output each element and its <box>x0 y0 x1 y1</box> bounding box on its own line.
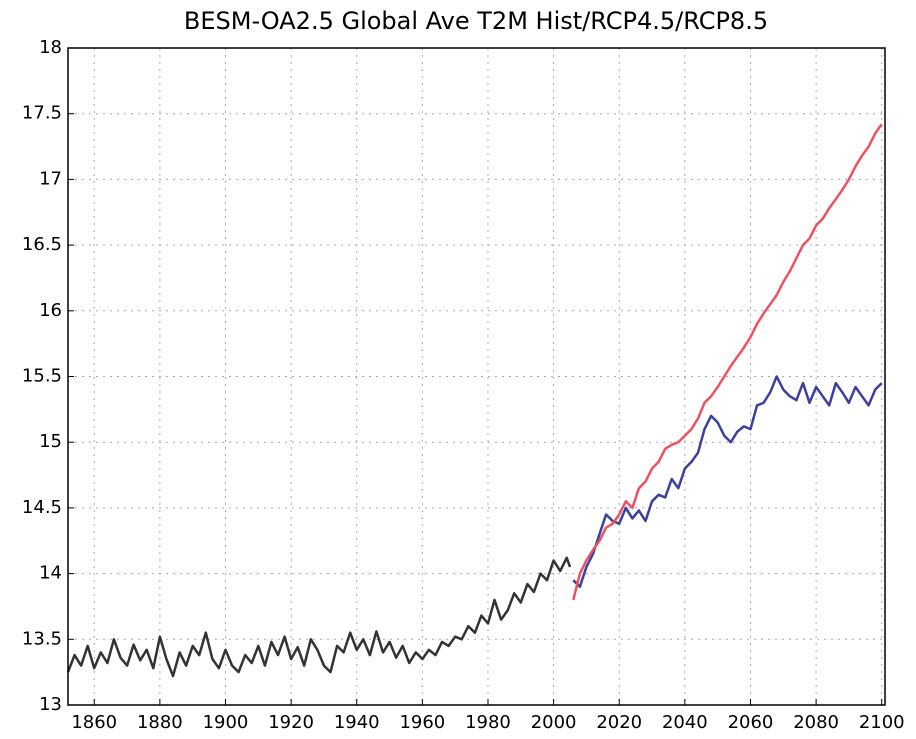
y-tick-label: 16 <box>39 300 62 321</box>
x-tick-label: 1940 <box>334 712 380 733</box>
series-line <box>66 556 572 678</box>
x-tick-label: 1920 <box>268 712 314 733</box>
y-tick-label: 13.5 <box>22 628 62 649</box>
x-tick-label: 2100 <box>859 712 905 733</box>
x-tick-label: 2060 <box>728 712 774 733</box>
x-tick-label: 1980 <box>465 712 511 733</box>
y-tick-label: 16.5 <box>22 234 62 255</box>
x-tick-label: 2020 <box>596 712 642 733</box>
series-line <box>572 375 883 588</box>
y-tick-label: 15.5 <box>22 366 62 387</box>
y-tick-label: 14.5 <box>22 497 62 518</box>
x-tick-label: 1860 <box>71 712 117 733</box>
x-tick-label: 2000 <box>531 712 577 733</box>
chart-title: BESM-OA2.5 Global Ave T2M Hist/RCP4.5/RC… <box>184 7 768 35</box>
series-line <box>572 123 883 601</box>
x-tick-label: 1880 <box>137 712 183 733</box>
y-tick-label: 17 <box>39 168 62 189</box>
x-tick-label: 1900 <box>203 712 249 733</box>
x-tick-label: 2080 <box>793 712 839 733</box>
y-tick-label: 14 <box>39 563 62 584</box>
y-tick-label: 13 <box>39 694 62 715</box>
plot-frame <box>67 47 886 706</box>
y-tick-label: 15 <box>39 431 62 452</box>
x-tick-label: 1960 <box>399 712 445 733</box>
y-tick-label: 18 <box>39 37 62 58</box>
y-tick-label: 17.5 <box>22 103 62 124</box>
x-tick-label: 2040 <box>662 712 708 733</box>
